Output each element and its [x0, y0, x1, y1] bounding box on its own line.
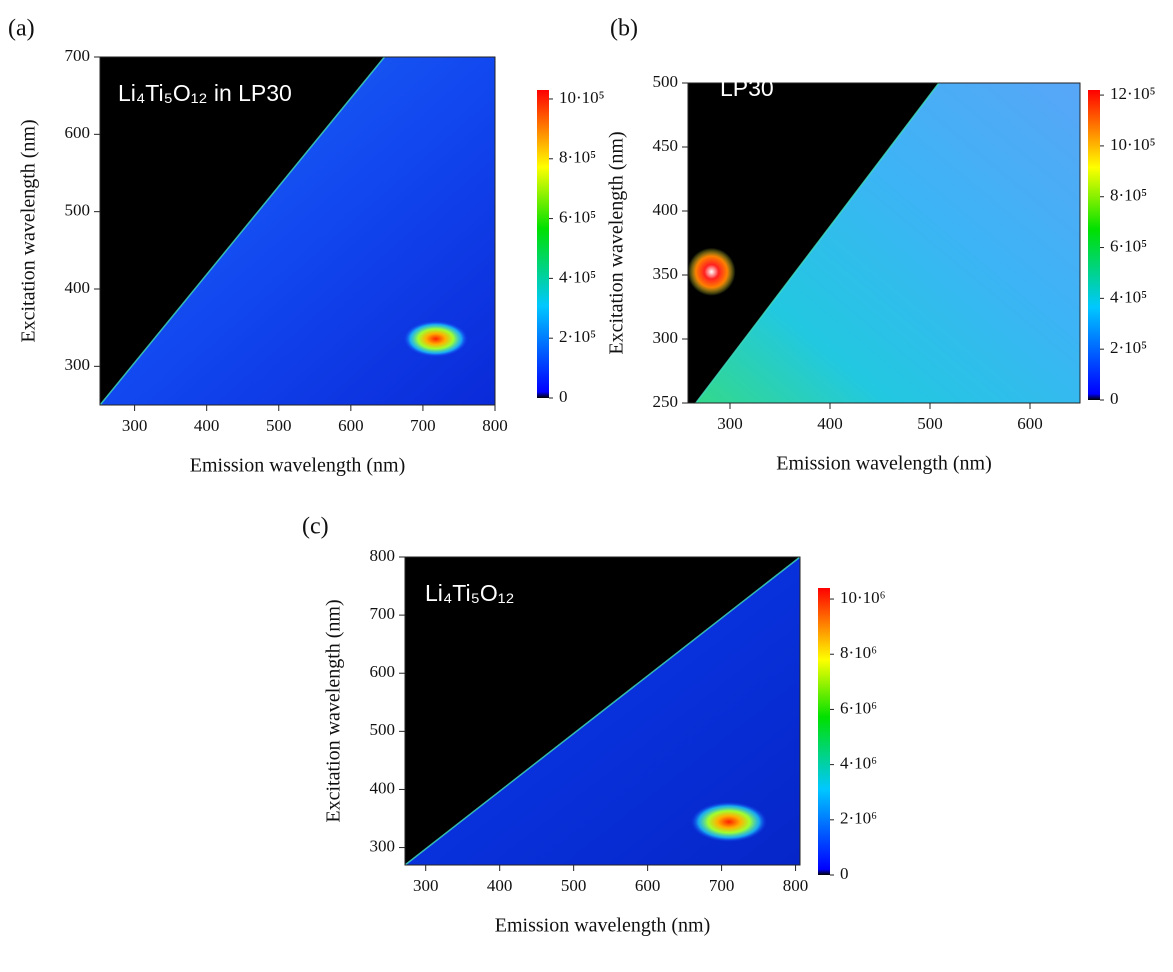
y-tick-label: 600 [370, 662, 396, 681]
panel: (b) LP30 Emission wavelength (nm) Excitatio… [606, 16, 1156, 475]
x-tick-label: 800 [783, 876, 809, 895]
y-tick-label: 700 [65, 46, 91, 65]
annotation: Li₄Ti₅O₁₂ [425, 580, 514, 606]
y-tick-label: 700 [370, 604, 396, 623]
map-region [100, 57, 495, 405]
plot-frame [404, 556, 801, 866]
diagonal-edge [695, 82, 940, 404]
x-tick-label: 600 [635, 876, 661, 895]
y-tick-label: 300 [65, 355, 91, 374]
x-tick-label: 400 [194, 416, 220, 435]
x-tick-label: 500 [561, 876, 587, 895]
colorbar-tick-label: 12·10⁵ [1110, 84, 1156, 103]
colorbar-tick-label: 4·10⁶ [840, 754, 877, 773]
colorbar-tick-label: 0 [1110, 389, 1119, 408]
y-tick-label: 400 [653, 200, 679, 219]
colorbar-tick-label: 4·10⁵ [559, 267, 596, 286]
panel-label: (c) [302, 514, 329, 540]
colorbar-tick-label: 2·10⁵ [1110, 338, 1147, 357]
colorbar-tick-label: 2·10⁶ [840, 809, 877, 828]
x-tick-label: 600 [1017, 414, 1043, 433]
panel-label: (b) [610, 16, 638, 42]
colorbar-tick-label: 6·10⁶ [840, 698, 877, 717]
y-tick-label: 300 [370, 836, 396, 855]
y-tick-label: 250 [653, 392, 679, 411]
panel: (c) Li₄Ti₅O₁₂ Emission wavelength (nm) Exci… [302, 514, 886, 937]
y-tick-label: 350 [653, 264, 679, 283]
x-tick-label: 300 [122, 416, 148, 435]
colorbar-tick-label: 6·10⁵ [1110, 236, 1147, 255]
y-tick-label: 800 [370, 546, 396, 565]
emission-spot [687, 247, 736, 296]
x-tick-label: 400 [487, 876, 513, 895]
y-tick-label: 400 [370, 778, 396, 797]
y-axis-label: Excitation wavelength (nm) [18, 119, 40, 342]
colorbar-tick-label: 10·10⁶ [840, 588, 886, 607]
panel: (a) Li₄Ti₅O₁₂ in LP30 Emission wavelength … [8, 16, 605, 477]
colorbar-tick-label: 4·10⁵ [1110, 287, 1147, 306]
colorbar [537, 90, 549, 398]
x-axis-label: Emission wavelength (nm) [495, 915, 711, 937]
y-tick-label: 600 [65, 123, 91, 142]
annotation: LP30 [720, 75, 774, 101]
colorbar-tick-label: 10·10⁵ [1110, 135, 1156, 154]
y-axis-label: Excitation wavelength (nm) [323, 599, 345, 822]
x-tick-label: 500 [266, 416, 292, 435]
colorbar-tick-label: 10·10⁵ [559, 88, 605, 107]
colorbar-tick-label: 8·10⁶ [840, 643, 877, 662]
x-tick-label: 300 [413, 876, 439, 895]
y-tick-label: 300 [653, 328, 679, 347]
emission-spot [690, 801, 767, 842]
y-tick-label: 500 [65, 201, 91, 220]
colorbar-tick-label: 0 [559, 387, 568, 406]
x-tick-label: 700 [709, 876, 735, 895]
colorbar-tick-label: 6·10⁵ [559, 207, 596, 226]
x-axis-label: Emission wavelength (nm) [776, 453, 992, 475]
x-tick-label: 600 [338, 416, 364, 435]
map-region [695, 83, 1080, 403]
diagonal-edge [404, 556, 801, 866]
plot-frame [99, 56, 496, 406]
y-tick-label: 500 [370, 720, 396, 739]
plot-frame [687, 82, 1081, 404]
x-axis-label: Emission wavelength (nm) [190, 455, 406, 477]
colorbar-tick-label: 2·10⁵ [559, 327, 596, 346]
diagonal-edge [99, 56, 385, 406]
x-tick-label: 700 [410, 416, 436, 435]
emission-spot [403, 320, 468, 357]
x-tick-label: 500 [917, 414, 943, 433]
x-tick-label: 300 [717, 414, 743, 433]
y-tick-label: 500 [653, 72, 679, 91]
y-axis-label: Excitation wavelength (nm) [606, 131, 628, 354]
x-tick-label: 800 [482, 416, 508, 435]
x-tick-label: 400 [817, 414, 843, 433]
y-tick-label: 450 [653, 136, 679, 155]
colorbar-tick-label: 8·10⁵ [1110, 186, 1147, 205]
colorbar-tick-label: 0 [840, 864, 849, 883]
panel-label: (a) [8, 16, 35, 42]
y-tick-label: 400 [65, 278, 91, 297]
colorbar-tick-label: 8·10⁵ [559, 148, 596, 167]
colorbar [1088, 90, 1100, 400]
colorbar [818, 588, 830, 875]
annotation: Li₄Ti₅O₁₂ in LP30 [118, 80, 292, 106]
